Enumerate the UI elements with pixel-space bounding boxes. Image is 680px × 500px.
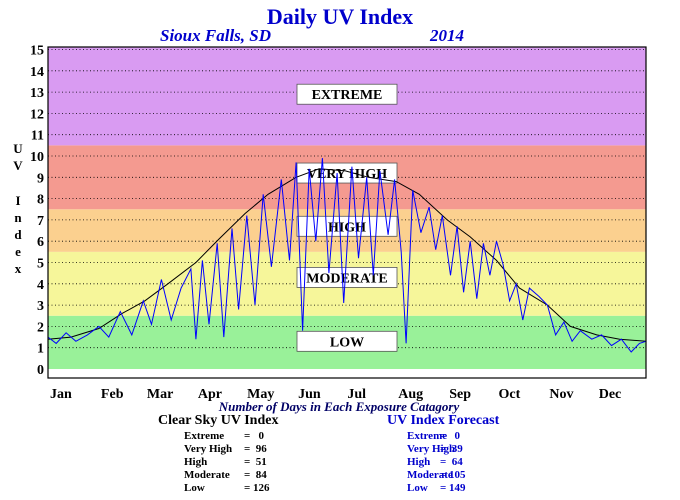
x-tick-label: Jan (50, 387, 72, 402)
table-row-value: = 0 (244, 430, 265, 442)
y-tick-label: 4 (37, 278, 44, 293)
y-axis-label-letter: U (13, 141, 23, 156)
y-tick-label: 8 (37, 193, 44, 208)
y-tick-label: 10 (30, 150, 44, 165)
x-tick-label: Jun (298, 387, 321, 402)
band-label: HIGH (328, 220, 366, 235)
band-label-box (296, 267, 398, 288)
band-label-box (296, 330, 398, 352)
y-axis-label-letter: V (13, 158, 23, 173)
y-tick-label: 2 (37, 320, 44, 335)
table-row-label: Moderate (407, 469, 453, 481)
x-tick-label: Oct (499, 387, 521, 402)
table-row-label: Low (184, 482, 205, 494)
y-axis-label-letter: x (15, 261, 22, 276)
band-label: LOW (330, 335, 364, 350)
x-axis-label: Number of Days in Each Exposure Catagory (218, 399, 460, 414)
table-row-label: Extreme (184, 430, 225, 442)
y-tick-label: 5 (37, 257, 44, 272)
y-tick-label: 1 (37, 342, 44, 357)
y-tick-label: 0 (37, 363, 44, 378)
y-tick-label: 6 (37, 235, 44, 250)
location-label: Sioux Falls, SD (160, 26, 272, 45)
y-tick-label: 15 (30, 44, 44, 59)
year-label: 2014 (430, 26, 464, 45)
x-tick-label: Dec (599, 387, 622, 402)
table-row-value: = 64 (440, 456, 463, 468)
y-axis-label-letter: e (15, 244, 21, 259)
chart-title: Daily UV Index (266, 4, 414, 29)
table-row-value: = 51 (244, 456, 267, 468)
y-tick-label: 11 (31, 129, 44, 144)
band-label: MODERATE (306, 271, 387, 286)
y-tick-label: 13 (30, 86, 44, 101)
band-label-box (296, 83, 398, 105)
y-axis-label-letter: I (15, 193, 20, 208)
y-tick-label: 14 (30, 65, 44, 80)
y-axis-label-letter: n (14, 210, 22, 225)
table-row-label: Very High (184, 443, 233, 455)
table-row-label: Very High (407, 443, 456, 455)
table-row-value: = 96 (244, 443, 267, 455)
table-row-label: High (407, 456, 431, 468)
table-row-label: Low (407, 482, 428, 494)
y-tick-label: 9 (37, 171, 44, 186)
series-line-forecast (47, 158, 647, 353)
x-tick-label: May (247, 387, 274, 402)
x-tick-label: Sep (449, 387, 471, 402)
x-tick-label: Apr (198, 387, 222, 402)
y-tick-label: 7 (37, 214, 44, 229)
x-tick-label: Mar (147, 387, 173, 402)
table-row-label: Moderate (184, 469, 230, 481)
table-row-value: = 84 (244, 469, 267, 481)
y-tick-label: 3 (37, 299, 44, 314)
x-tick-label: Feb (101, 387, 124, 402)
table-row-label: High (184, 456, 208, 468)
x-tick-label: Nov (549, 387, 573, 402)
table-row-value: = 39 (440, 443, 463, 455)
band-label-box (296, 215, 398, 237)
plot-frame (47, 46, 647, 379)
table-row-value: = 126 (244, 482, 270, 494)
forecast-table-title: UV Index Forecast (387, 413, 500, 428)
x-tick-label: Jul (347, 387, 366, 402)
x-tick-label: Aug (398, 387, 423, 402)
table-row-label: Extreme (407, 430, 448, 442)
y-tick-label: 12 (30, 107, 44, 122)
y-axis-label-letter: d (14, 227, 22, 242)
band-label: EXTREME (312, 88, 383, 103)
table-row-value: = 0 (440, 430, 461, 442)
table-row-value: = 105 (440, 469, 466, 481)
clear-sky-table-title: Clear Sky UV Index (158, 413, 279, 428)
table-row-value: = 149 (440, 482, 466, 494)
